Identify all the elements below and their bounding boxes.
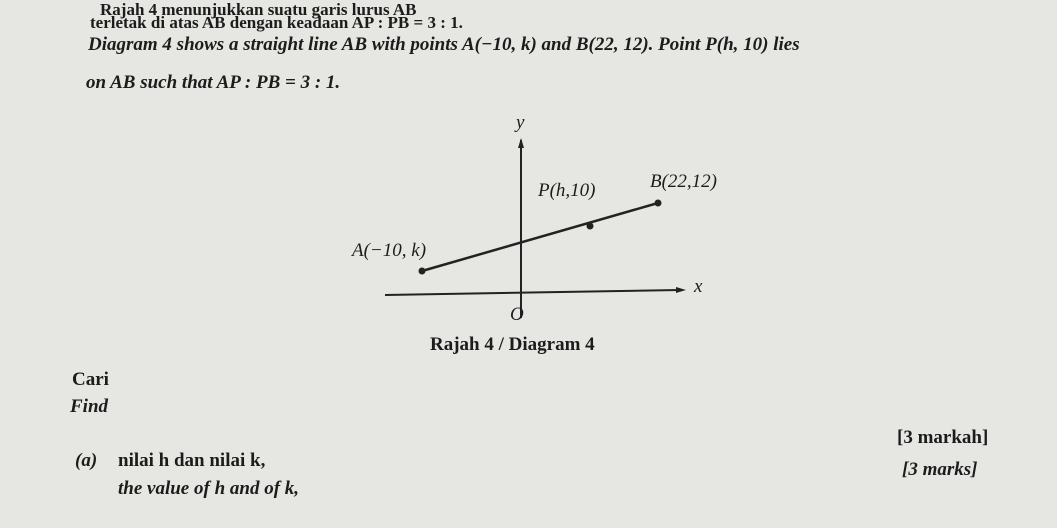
intro-text: Diagram 4 shows a straight line AB with …: [88, 34, 800, 55]
intro-text: on AB such that AP : PB = 3 : 1.: [86, 72, 341, 93]
axis-label: y: [514, 112, 525, 133]
arrow: [518, 138, 524, 148]
line-ab: [421, 201, 659, 273]
question-text: nilai h dan nilai k,: [118, 450, 266, 471]
intro-text: terletak di atas AB dengan keadaan AP : …: [90, 13, 463, 32]
point: [586, 222, 594, 230]
arrow: [676, 287, 686, 293]
point: [654, 199, 662, 207]
point-label: B(22,12): [650, 171, 717, 192]
question-number: (a): [75, 450, 98, 471]
marks: [3 markah]: [897, 427, 989, 448]
intro-text: Rajah 4 menunjukkan suatu garis lurus AB: [100, 0, 417, 19]
question-text: the value of h and of k,: [118, 478, 300, 499]
origin-label: O: [510, 304, 524, 325]
axis-label: x: [693, 276, 703, 297]
point-label: P(h,10): [537, 180, 596, 201]
marks: [3 marks]: [902, 459, 978, 480]
instruction: Cari: [72, 369, 109, 390]
caption: Rajah 4 / Diagram 4: [430, 334, 595, 355]
instruction: Find: [70, 396, 109, 417]
x-axis: [384, 289, 681, 296]
point: [418, 267, 426, 275]
point-label: A(−10, k): [350, 240, 426, 261]
